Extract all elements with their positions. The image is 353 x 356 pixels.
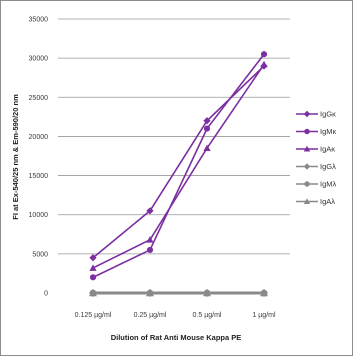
legend-label: IgGκ xyxy=(320,110,336,119)
series-point xyxy=(146,207,154,215)
series-point xyxy=(304,128,310,135)
legend-item: IgAκ xyxy=(296,145,335,154)
series-point xyxy=(303,163,311,170)
series-point xyxy=(303,110,311,118)
series-IgGλ xyxy=(89,289,268,297)
series-point xyxy=(303,198,311,205)
series-point xyxy=(203,117,211,125)
y-tick-label: 5000 xyxy=(32,251,48,258)
legend-label: IgAκ xyxy=(320,145,335,154)
legend-label: IgAλ xyxy=(320,197,335,206)
y-tick-label: 15000 xyxy=(29,173,49,180)
legend-item: IgMλ xyxy=(296,180,337,189)
data-series xyxy=(89,51,268,297)
y-tick-labels: 0 5000 10000 15000 20000 25000 30000 35000 xyxy=(29,17,49,298)
series-point xyxy=(260,289,268,297)
series-line xyxy=(92,53,265,279)
x-tick-labels: 0.125 µg/ml 0.25 µg/ml 0.5 µg/ml 1 µg/ml xyxy=(75,312,276,319)
series-point xyxy=(303,145,311,152)
x-tick-label: 0.125 µg/ml xyxy=(75,312,112,319)
y-tick-label: 20000 xyxy=(29,134,49,141)
y-tick-label: 35000 xyxy=(29,17,49,24)
legend-item: IgGλ xyxy=(296,162,336,171)
series-point xyxy=(89,254,97,262)
gridlines xyxy=(58,18,290,255)
series-point xyxy=(89,274,97,281)
y-tick-label: 30000 xyxy=(29,56,49,63)
legend-item: IgMκ xyxy=(296,127,337,136)
y-tick-label: 0 xyxy=(44,291,48,298)
series-IgGκ xyxy=(89,62,268,262)
legend-label: IgGλ xyxy=(320,162,336,171)
series-line xyxy=(92,65,265,259)
x-axis-title: Dilution of Rat Anti Mouse Kappa PE xyxy=(111,333,242,342)
x-tick-label: 0.25 µg/ml xyxy=(134,312,167,319)
series-point xyxy=(304,181,310,187)
series-point xyxy=(203,289,211,297)
legend-label: IgMκ xyxy=(320,127,337,136)
series-point xyxy=(260,51,268,58)
y-tick-label: 10000 xyxy=(29,212,49,219)
legend: IgGκ IgMκ IgAκ IgGλ IgMλ IgAλ xyxy=(296,110,337,206)
series-point xyxy=(146,246,154,254)
y-axis-title: FI at Ex-540/25 nm & Em-590/20 nm xyxy=(11,94,20,220)
series-point xyxy=(89,264,97,271)
series-point xyxy=(146,289,154,297)
series-point xyxy=(89,289,97,297)
series-line xyxy=(92,63,265,269)
x-tick-label: 0.5 µg/ml xyxy=(193,312,222,319)
series-point xyxy=(203,144,211,152)
legend-item: IgAλ xyxy=(296,197,335,206)
y-tick-label: 25000 xyxy=(29,95,49,102)
legend-item: IgGκ xyxy=(296,110,336,119)
series-point xyxy=(146,236,154,243)
series-point xyxy=(260,62,268,70)
legend-label: IgMλ xyxy=(320,180,337,189)
x-tick-label: 1 µg/ml xyxy=(252,312,276,319)
series-point xyxy=(203,125,211,132)
series-IgMκ xyxy=(89,51,268,281)
